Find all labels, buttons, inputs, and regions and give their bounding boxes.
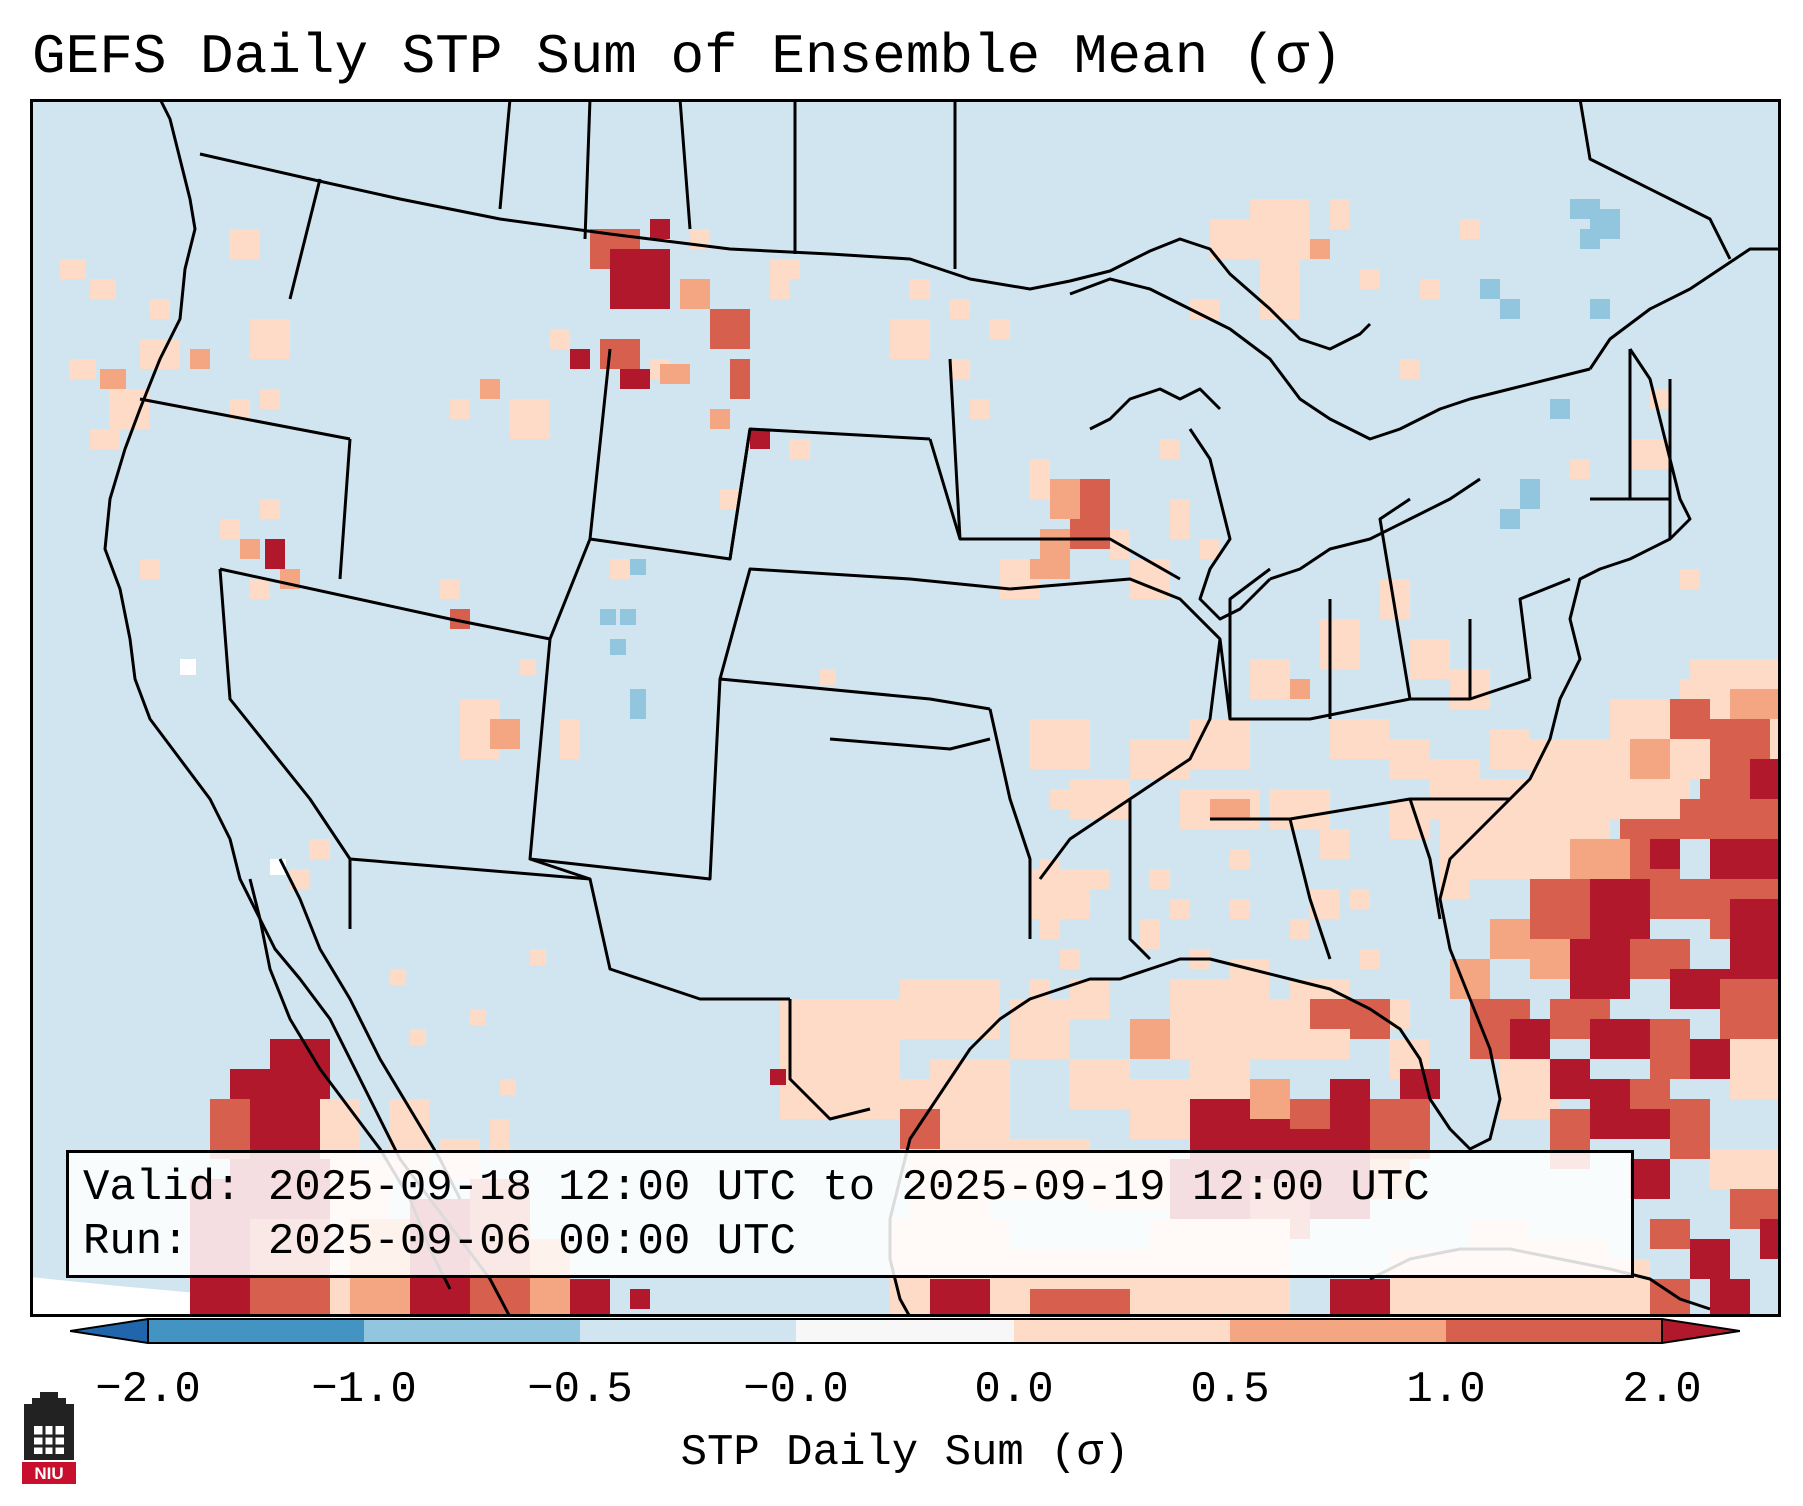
colorbar [70, 1318, 1740, 1344]
colorbar-bin-1 [148, 1319, 364, 1343]
logo-text: NIU [34, 1464, 63, 1483]
colorbar-bin-5 [1014, 1319, 1230, 1343]
run-time-line: Run: 2025-09-06 00:00 UTC [83, 1217, 796, 1267]
colorbar-bin-6 [1230, 1319, 1446, 1343]
colorbar-tick: −0.0 [743, 1365, 849, 1415]
map-panel [30, 99, 1781, 1317]
map-outer-edge [30, 1277, 630, 1317]
colorbar-tick: −1.0 [311, 1365, 417, 1415]
colorbar-bin-4 [796, 1319, 1014, 1343]
colorbar-bin-3 [580, 1319, 796, 1343]
political-boundaries [103, 99, 1781, 1317]
niu-logo: NIU [22, 1392, 76, 1484]
colorbar-tick: 0.0 [974, 1365, 1054, 1415]
valid-run-info-box: Valid: 2025-09-18 12:00 UTC to 2025-09-1… [66, 1150, 1634, 1278]
colorbar-tick: −2.0 [95, 1365, 201, 1415]
figure-title: GEFS Daily STP Sum of Ensemble Mean (σ) [32, 25, 1343, 89]
colorbar-extend-high [1661, 1318, 1740, 1344]
valid-time-line: Valid: 2025-09-18 12:00 UTC to 2025-09-1… [83, 1163, 1430, 1213]
colorbar-label: STP Daily Sum (σ) [680, 1428, 1130, 1478]
colorbar-tick: −0.5 [527, 1365, 633, 1415]
colorbar-extend-low [70, 1318, 149, 1344]
colorbar-tick: 0.5 [1190, 1365, 1270, 1415]
colorbar-bin-7 [1446, 1319, 1662, 1343]
colorbar-bin-2 [364, 1319, 580, 1343]
colorbar-tick: 2.0 [1622, 1365, 1702, 1415]
colorbar-tick: 1.0 [1406, 1365, 1486, 1415]
